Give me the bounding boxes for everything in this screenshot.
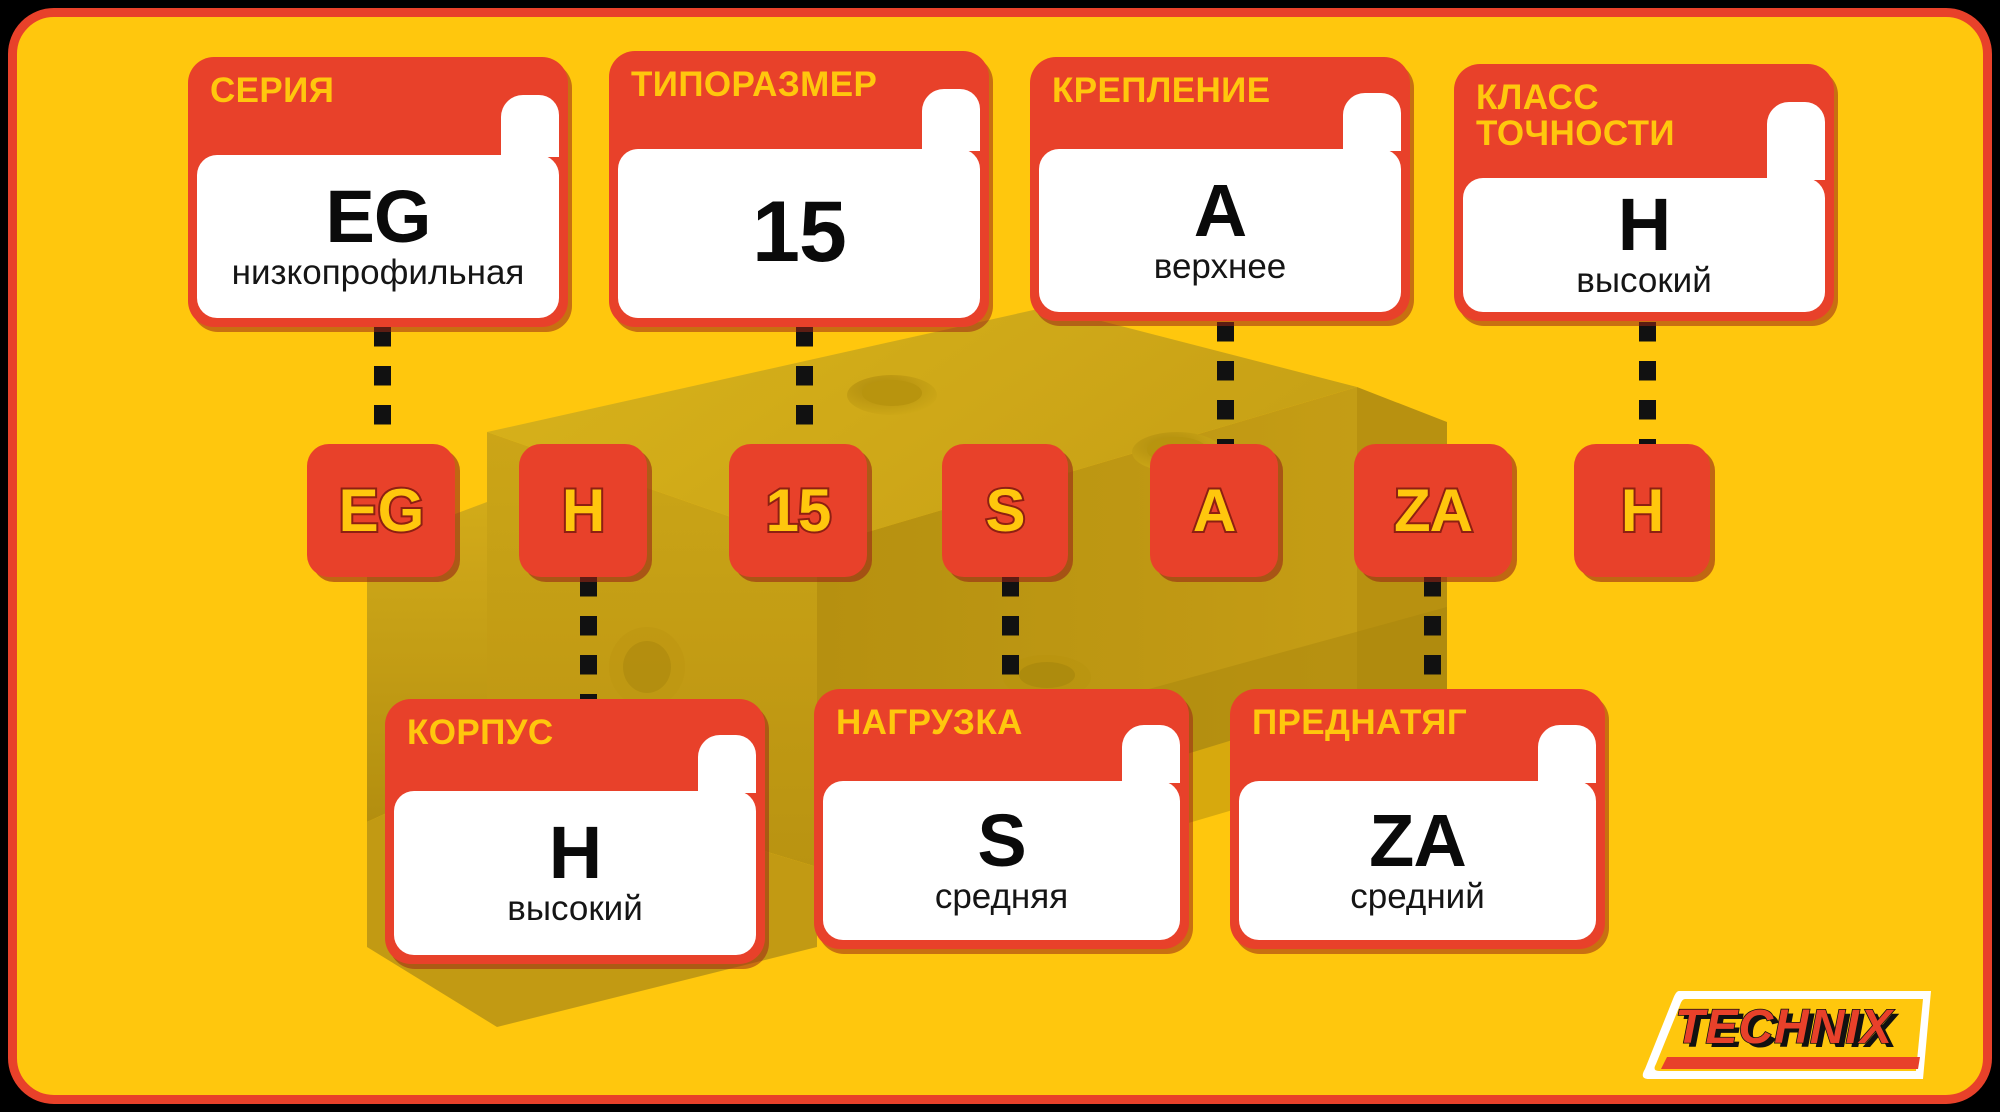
connector-series [374, 327, 391, 445]
card-accuracy-code: H [1617, 183, 1671, 267]
connector-load [1002, 577, 1019, 689]
card-body-panel: H высокий [394, 735, 756, 955]
pill-h-accuracy-label: H [1619, 476, 1666, 544]
card-body[interactable]: КОРПУС H высокий [385, 699, 765, 964]
pill-15[interactable]: 15 [729, 444, 867, 577]
card-preload-desc: средний [1350, 876, 1485, 916]
logo-red-bar [1661, 1057, 1920, 1069]
card-load-desc: средняя [934, 876, 1069, 916]
card-load-panel: S средняя [823, 725, 1180, 940]
connector-accuracy [1639, 322, 1656, 444]
pill-15-label: 15 [764, 476, 834, 544]
pill-s-label: S [983, 476, 1027, 544]
card-mount[interactable]: КРЕПЛЕНИЕ A верхнее [1030, 57, 1410, 321]
card-preload-code: ZA [1369, 798, 1467, 882]
card-accuracy-header: КЛАСС ТОЧНОСТИ [1476, 78, 1675, 153]
card-size-code: 15 [752, 184, 847, 281]
connector-mount [1217, 322, 1234, 444]
pill-za[interactable]: ZA [1354, 444, 1512, 577]
card-size-panel: 15 [618, 89, 980, 318]
logo-wordmark-shadow: TECHNIX [1680, 1005, 1900, 1058]
connector-body [580, 577, 597, 699]
card-accuracy-panel: H высокий [1463, 102, 1825, 312]
card-mount-code: A [1193, 168, 1247, 252]
card-series-panel: EG низкопрофильная [197, 95, 559, 318]
card-body-header: КОРПУС [407, 713, 554, 752]
card-mount-desc: верхнее [1153, 246, 1287, 286]
logo-yellow-plate [1654, 999, 1923, 1071]
card-accuracy[interactable]: КЛАСС ТОЧНОСТИ H высокий [1454, 64, 1834, 321]
pill-h-accuracy[interactable]: H [1574, 444, 1710, 577]
card-accuracy-desc: высокий [1576, 261, 1712, 301]
card-series-desc: низкопрофильная [231, 252, 525, 292]
card-series-code: EG [325, 174, 432, 258]
pill-eg[interactable]: EG [307, 444, 455, 577]
pill-h-body[interactable]: H [519, 444, 647, 577]
card-load[interactable]: НАГРУЗКА S средняя [814, 689, 1189, 949]
card-size-header: ТИПОРАЗМЕР [631, 65, 878, 104]
card-load-code: S [977, 798, 1026, 882]
connector-preload [1424, 577, 1441, 689]
card-mount-panel: A верхнее [1039, 93, 1401, 312]
pill-a[interactable]: A [1150, 444, 1278, 577]
card-preload[interactable]: ПРЕДНАТЯГ ZA средний [1230, 689, 1605, 949]
pill-za-label: ZA [1392, 476, 1475, 544]
card-mount-header: КРЕПЛЕНИЕ [1052, 71, 1271, 110]
card-size[interactable]: ТИПОРАЗМЕР 15 [609, 51, 989, 327]
logo-wordmark: TECHNIX [1675, 1001, 1895, 1054]
infographic-frame: СЕРИЯ EG низкопрофильная ТИПОРАЗМЕР 15 К… [8, 8, 1992, 1104]
pill-a-label: A [1191, 476, 1238, 544]
connector-size [796, 327, 813, 445]
card-preload-panel: ZA средний [1239, 725, 1596, 940]
card-load-header: НАГРУЗКА [836, 703, 1023, 742]
card-series-header: СЕРИЯ [210, 71, 335, 110]
card-body-code: H [548, 811, 602, 895]
technix-logo[interactable]: TECHNIX TECHNIX [1635, 985, 1935, 1085]
pill-eg-label: EG [337, 476, 427, 544]
card-body-desc: высокий [507, 889, 643, 929]
card-series[interactable]: СЕРИЯ EG низкопрофильная [188, 57, 568, 327]
pill-s[interactable]: S [942, 444, 1068, 577]
card-preload-header: ПРЕДНАТЯГ [1252, 703, 1468, 742]
pill-h-body-label: H [560, 476, 607, 544]
